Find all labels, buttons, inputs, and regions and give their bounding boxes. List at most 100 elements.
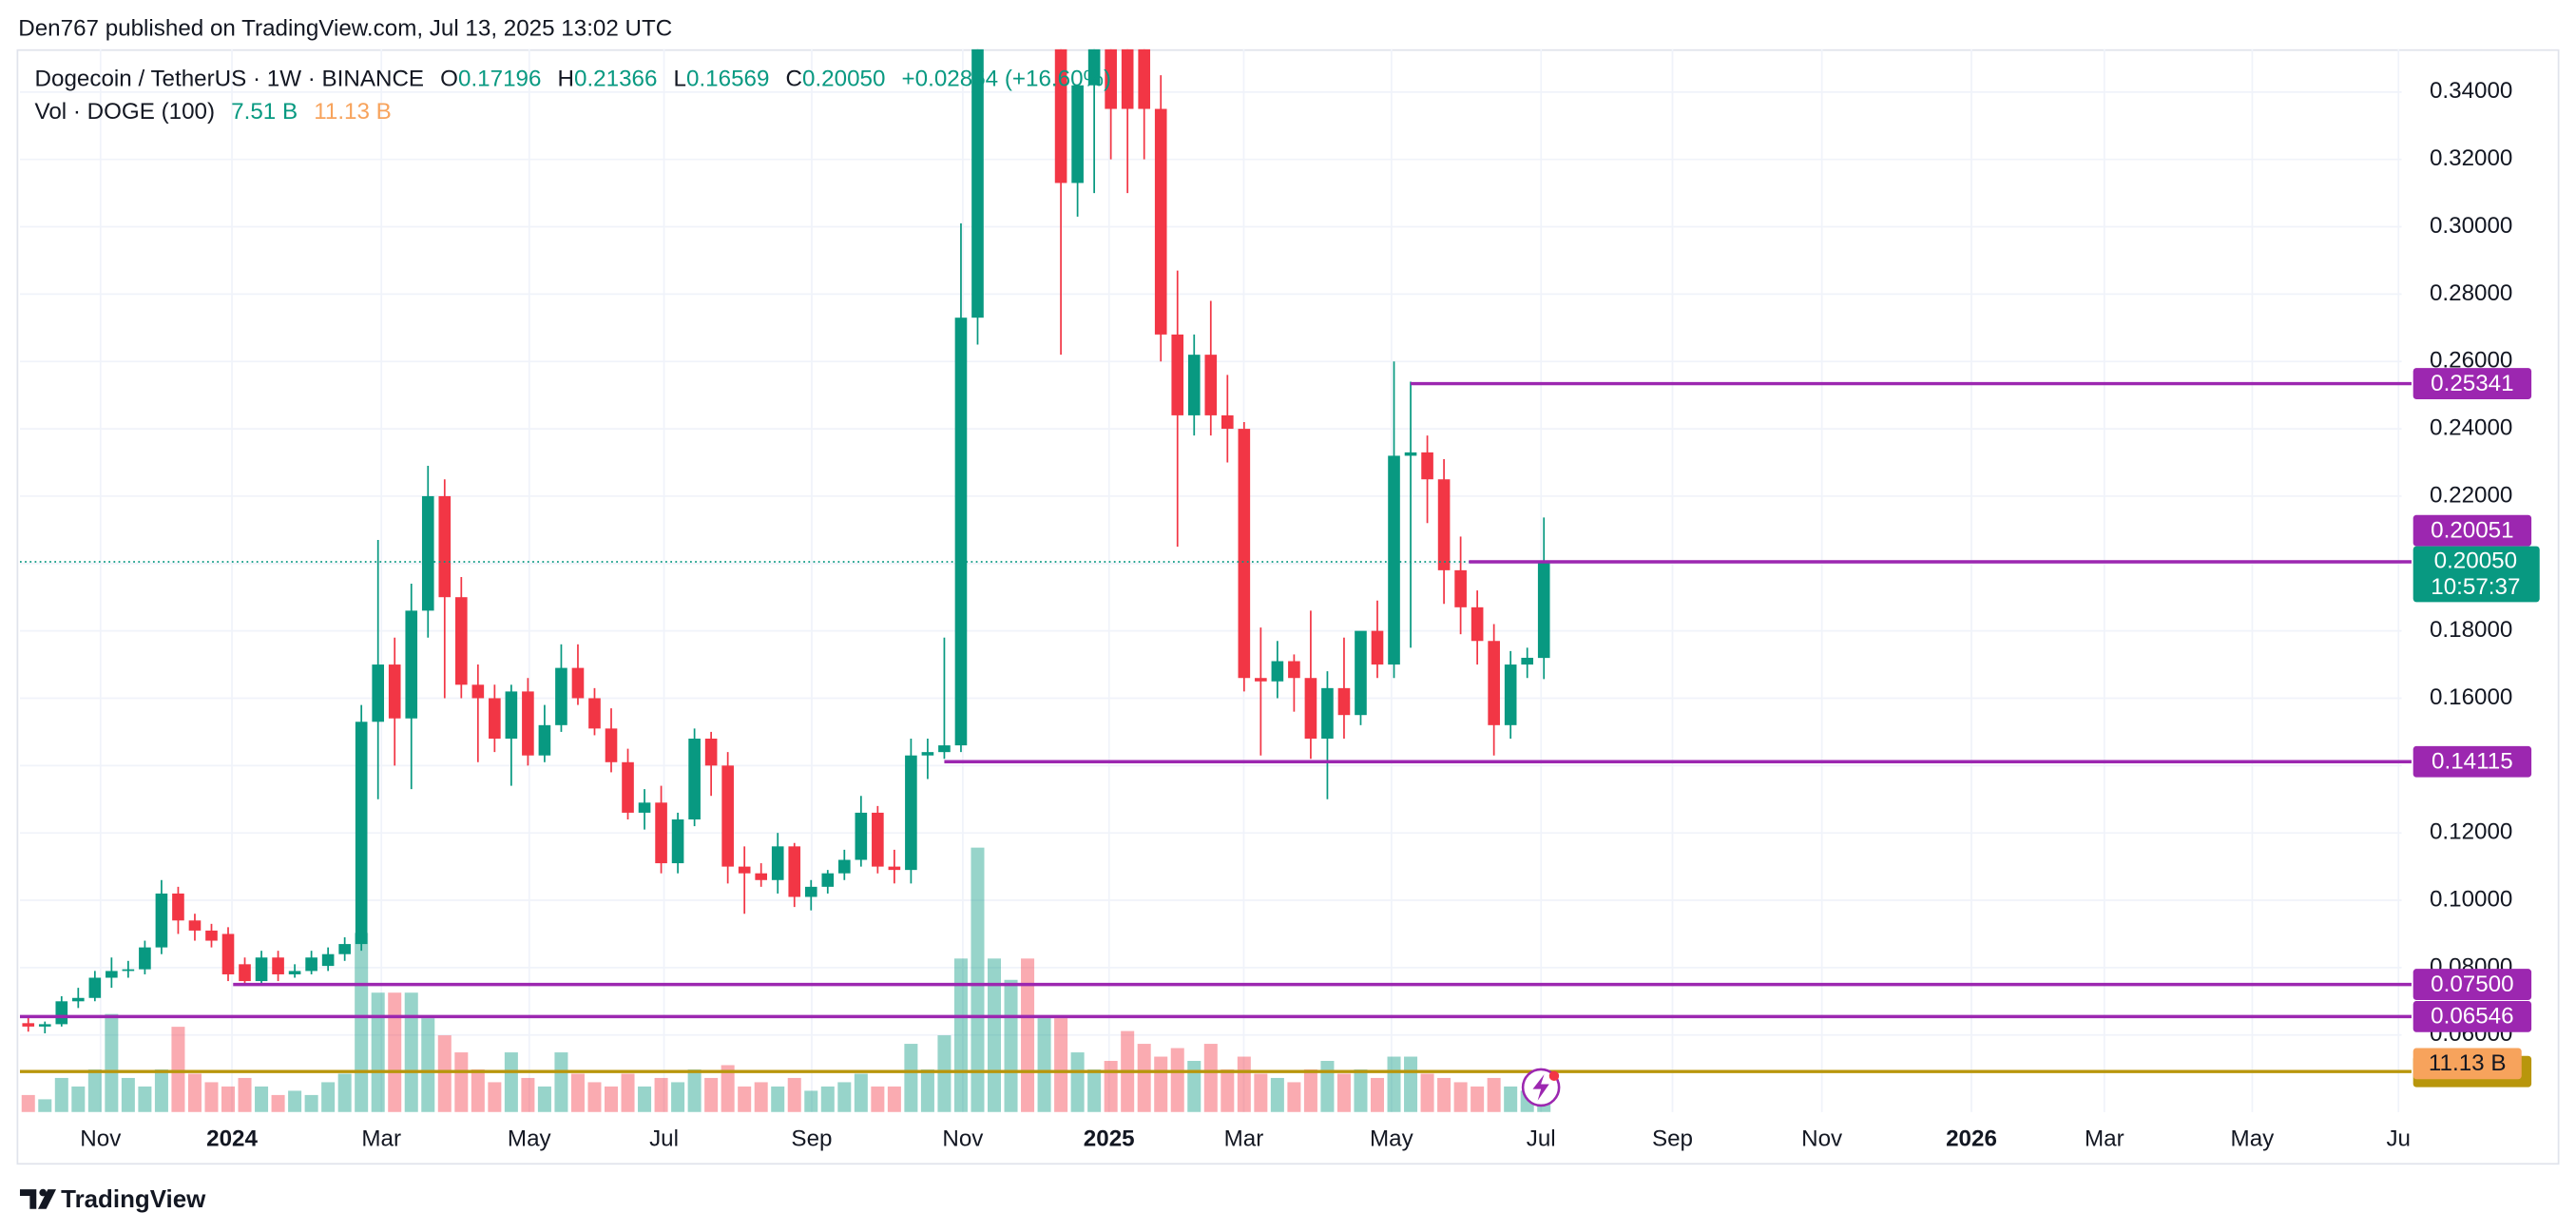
candle-body [638,802,651,813]
candle-body [1121,48,1134,109]
volume-bar [953,958,968,1112]
volume-bar [421,1018,435,1112]
candle-body [88,977,102,998]
volume-bar [1354,1068,1368,1112]
candle-body [321,953,335,967]
candle-body [172,893,184,921]
candle-body [421,495,434,611]
volume-bar [887,1086,901,1112]
x-tick-label: Mar [2085,1126,2124,1152]
field-value: 0.20050 [802,67,885,92]
volume-bar [304,1094,318,1112]
x-tick-label: Jul [649,1126,679,1152]
volume-bar [738,1086,752,1112]
candle-body [388,664,401,719]
volume-bar [1287,1082,1301,1112]
volume-bar [355,933,369,1112]
volume-bar [271,1094,285,1112]
candle-body [405,610,418,719]
volume-bar [721,1065,735,1112]
candle-body [372,664,385,722]
volume-bar [488,1082,502,1112]
volume-bar [371,992,385,1112]
volume-bar [654,1077,668,1112]
logo [19,1188,56,1209]
candle-body [872,812,884,867]
candle-body [288,971,301,974]
volume-bar [521,1077,535,1112]
footer-brand: TradingView [61,1186,206,1213]
header: Den767 published on TradingView.com, Jul… [18,15,672,41]
volume-bar [1336,1073,1351,1112]
candle-body [1471,606,1484,642]
volume-ma-label: 11.13 B [2429,1050,2507,1076]
level-label-box [2413,745,2532,778]
volume-bar [704,1077,719,1112]
candle-body [305,957,317,972]
candle-body [622,761,634,813]
volume-bar [537,1086,551,1112]
volume-bar [1203,1044,1218,1112]
candle-body [1437,479,1451,570]
candle-body [1521,657,1534,665]
volume-bar [570,1073,585,1112]
candle-body [688,738,701,820]
candle-body [1355,630,1367,716]
volume-bar [1087,1068,1102,1112]
candle-body [221,934,235,974]
candle-body [1154,108,1167,335]
volume-bar [754,1082,768,1112]
candle-body [1271,661,1284,682]
volume-bar [837,1082,852,1112]
y-tick-label: 0.30000 [2430,213,2512,239]
volume-bar [288,1090,302,1112]
candle-body [22,1023,35,1027]
volume-bar [987,958,1002,1112]
candle-body [338,944,351,954]
x-tick-label: Sep [1652,1126,1693,1152]
candle-body [855,812,868,860]
level-label-box [2413,514,2532,547]
candle-body [355,722,368,945]
volume-bar [804,1090,818,1112]
candle-body [1071,85,1084,183]
candle-body [1454,569,1467,607]
volume-bar [171,1027,185,1112]
volume-bar [1170,1048,1184,1112]
volume-bar [1254,1073,1268,1112]
candle-body [804,886,817,897]
candle-body [1488,641,1500,725]
field-key: L [674,67,686,92]
level-label-box [2413,1000,2532,1032]
candle-body [938,745,951,753]
replay-icon[interactable] [1521,1068,1561,1107]
level-label-box [2413,368,2532,399]
volume-bar [604,1086,619,1112]
candle-body [1171,334,1184,415]
x-tick-label: May [2231,1126,2276,1152]
candle-body [255,957,268,982]
candle-body [971,48,984,318]
volume-bar [1070,1052,1085,1112]
volume-bar [554,1052,568,1112]
candle-body [205,930,218,941]
field-key: C [786,67,802,92]
candle-body [1105,48,1117,109]
volume-bar [971,847,985,1112]
level-label: 0.20051 [2431,517,2513,543]
symbol: Dogecoin / TetherUS · 1W · BINANCE [35,67,425,92]
candle-body [239,964,251,982]
x-tick-label: 2024 [206,1126,258,1152]
volume-bar [337,1073,352,1112]
volume-bar [820,1086,835,1112]
volume-ma-value: 11.13 B [314,100,392,125]
y-tick-label: 0.28000 [2430,280,2512,306]
field-key: O [440,67,458,92]
candle-body [1504,664,1517,725]
candle-body [1337,687,1351,716]
x-tick-label: Ju [2386,1126,2411,1152]
candle-body [788,846,801,897]
volume-bar [138,1086,152,1112]
candle-body [505,691,518,739]
frame [16,48,2560,1165]
